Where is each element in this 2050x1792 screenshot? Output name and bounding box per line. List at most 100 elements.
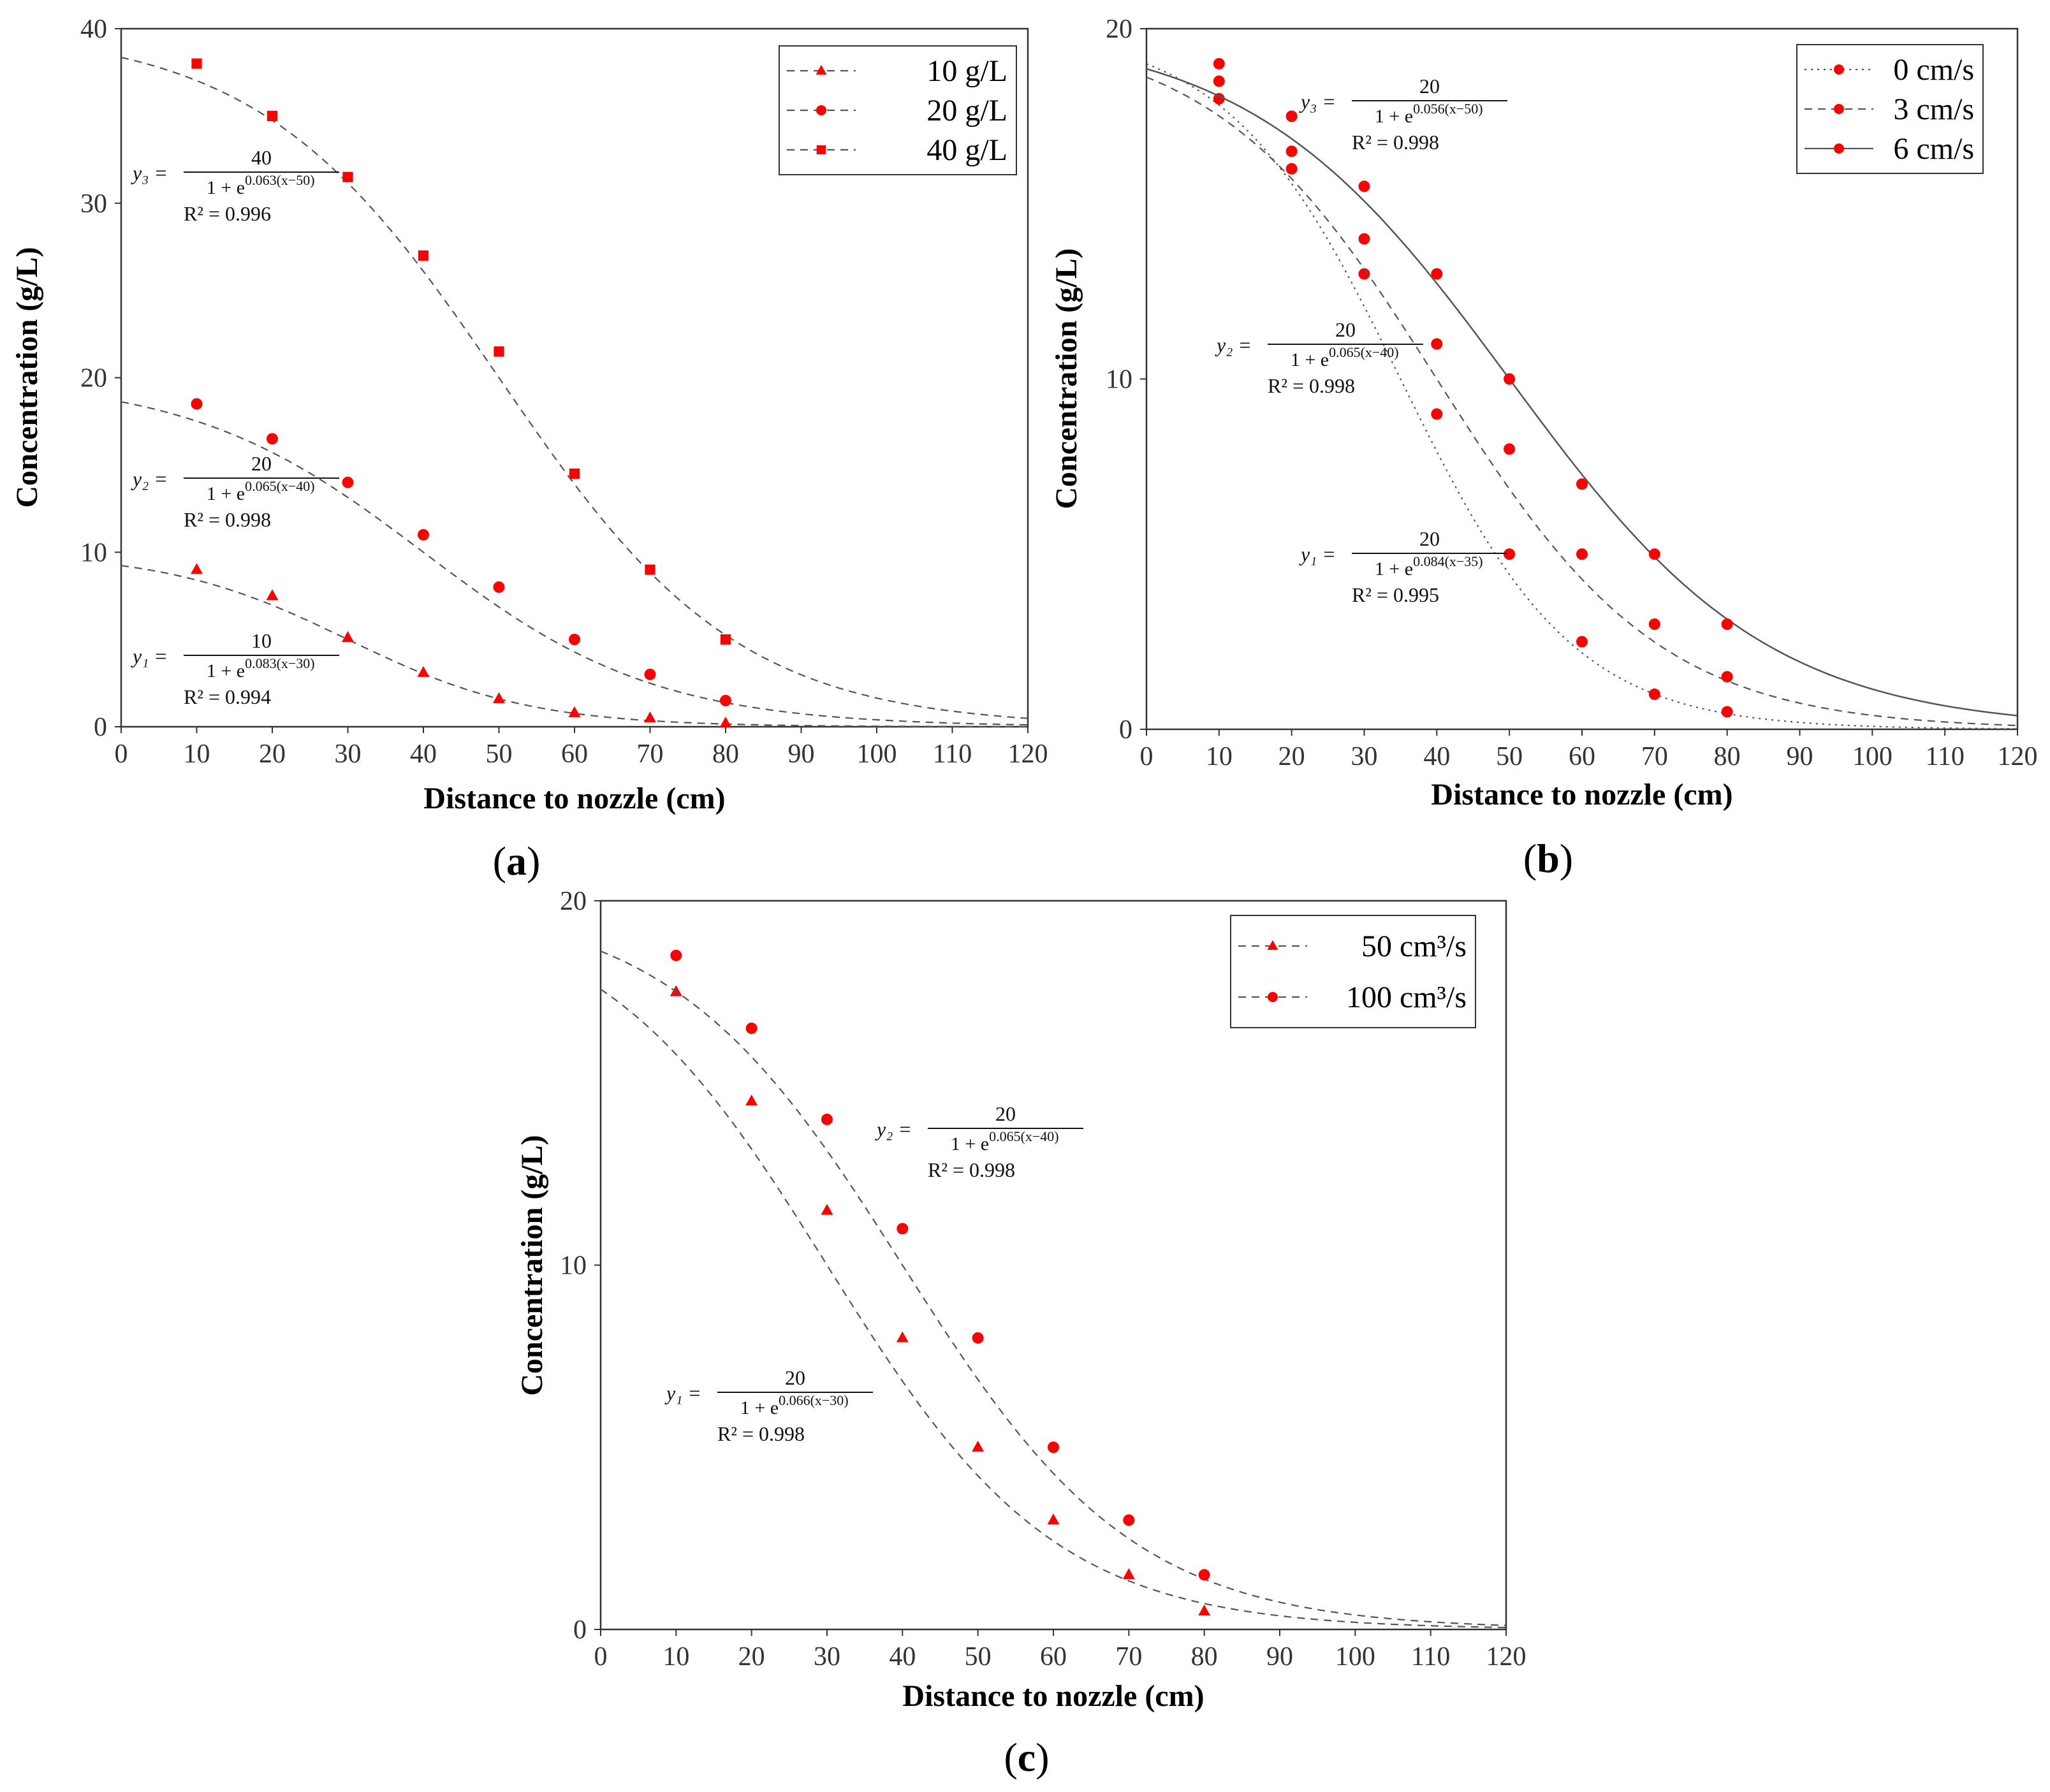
data-point xyxy=(1047,1513,1060,1525)
equation-numerator: 20 xyxy=(251,452,272,475)
equation-r-squared: R² = 0.998 xyxy=(717,1422,805,1445)
x-tick-label: 120 xyxy=(1008,739,1048,769)
x-tick-label: 40 xyxy=(889,1642,916,1672)
legend-marker xyxy=(1834,104,1844,114)
equation-lhs: y₃ = xyxy=(1299,90,1336,113)
legend-label: 100 cm³/s xyxy=(1346,980,1467,1014)
data-point xyxy=(1504,548,1516,560)
fit-equation: y₂ = 20 1 + e0.065(x−40) R² = 0.998 xyxy=(1215,318,1423,397)
equation-lhs: y₁ = xyxy=(131,645,168,667)
legend-marker xyxy=(816,105,826,115)
panel-label: (a) xyxy=(493,838,541,884)
legend-marker xyxy=(816,145,826,155)
legend-label: 6 cm/s xyxy=(1893,132,1974,166)
x-tick-label: 10 xyxy=(663,1642,689,1672)
x-tick-label: 20 xyxy=(259,739,286,769)
data-point xyxy=(1648,688,1660,701)
x-tick-label: 40 xyxy=(410,739,437,769)
x-tick-label: 10 xyxy=(184,739,210,769)
legend-marker xyxy=(1267,940,1278,950)
data-point xyxy=(1198,1605,1211,1616)
x-tick-label: 50 xyxy=(486,739,513,769)
data-point xyxy=(1123,1514,1135,1526)
data-point xyxy=(719,717,732,728)
x-tick-label: 100 xyxy=(857,739,897,769)
chart-panel-c: 0 10 20 30 40 50 60 70 80 90 100 110 120 0 10 20 Distanc… xyxy=(515,887,1527,1780)
y-axis-label: Concentration (g/L) xyxy=(10,247,44,507)
equation-numerator: 20 xyxy=(785,1366,805,1389)
legend-marker xyxy=(1268,992,1278,1002)
x-tick-label: 60 xyxy=(561,739,588,769)
equation-numerator: 10 xyxy=(251,629,272,652)
data-point xyxy=(418,250,429,261)
x-tick-label: 20 xyxy=(738,1642,765,1672)
x-tick-label: 120 xyxy=(1486,1642,1527,1672)
legend: 10 g/L 20 g/L 40 g/L xyxy=(779,45,1017,175)
x-tick-label: 90 xyxy=(1787,742,1813,771)
y-tick-label: 0 xyxy=(573,1615,587,1645)
data-point xyxy=(1431,338,1443,350)
fit-equation: y₂ = 20 1 + e0.065(x−40) R² = 0.998 xyxy=(131,452,339,531)
x-tick-label: 60 xyxy=(1569,742,1595,771)
data-point xyxy=(1721,706,1733,718)
equation-r-squared: R² = 0.996 xyxy=(184,202,271,225)
data-point xyxy=(897,1223,909,1235)
series-line-2 xyxy=(1146,68,2018,717)
x-tick-label: 70 xyxy=(1641,742,1668,771)
data-point xyxy=(1213,92,1225,105)
x-tick-label: 120 xyxy=(1998,742,2038,771)
fit-equation: y₁ = 20 1 + e0.084(x−35) R² = 0.995 xyxy=(1299,527,1507,606)
y-tick-label: 10 xyxy=(560,1251,587,1281)
data-point xyxy=(1648,618,1660,630)
x-tick-label: 70 xyxy=(637,739,664,769)
data-point xyxy=(644,668,656,680)
x-tick-label: 60 xyxy=(1040,1642,1067,1672)
x-tick-label: 20 xyxy=(1278,742,1305,771)
x-tick-label: 40 xyxy=(1423,742,1450,771)
data-point xyxy=(1576,548,1588,560)
legend-box xyxy=(1796,44,1984,174)
x-tick-label: 80 xyxy=(712,739,739,769)
legend-marker xyxy=(1834,143,1844,154)
equation-denominator: 1 + e0.063(x−50) xyxy=(207,172,316,198)
equation-lhs: y₁ = xyxy=(1299,543,1336,565)
fit-equation: y₂ = 20 1 + e0.065(x−40) R² = 0.998 xyxy=(875,1102,1083,1181)
data-point xyxy=(1048,1441,1059,1453)
data-point xyxy=(417,666,430,677)
data-point xyxy=(1358,268,1370,280)
x-tick-label: 90 xyxy=(1266,1642,1293,1672)
data-point xyxy=(645,564,655,575)
data-point xyxy=(342,476,354,488)
equation-r-squared: R² = 0.995 xyxy=(1352,583,1439,606)
equation-numerator: 20 xyxy=(995,1102,1016,1125)
y-tick-label: 20 xyxy=(80,364,107,393)
x-tick-label: 10 xyxy=(1206,742,1233,771)
data-point xyxy=(745,1094,758,1106)
legend-marker xyxy=(816,64,827,75)
fit-equation: y₁ = 20 1 + e0.066(x−30) R² = 0.998 xyxy=(664,1366,873,1445)
equation-r-squared: R² = 0.998 xyxy=(1352,131,1439,154)
legend-label: 3 cm/s xyxy=(1893,92,1974,126)
data-point xyxy=(644,711,656,723)
data-point xyxy=(1358,233,1370,245)
data-point xyxy=(1576,636,1588,648)
legend: 50 cm³/s 100 cm³/s xyxy=(1230,915,1476,1028)
x-axis-label: Distance to nozzle (cm) xyxy=(902,1679,1204,1713)
equation-numerator: 20 xyxy=(1419,75,1440,98)
data-point xyxy=(267,110,278,121)
legend-label: 0 cm/s xyxy=(1893,53,1974,87)
x-tick-label: 110 xyxy=(1411,1642,1450,1672)
data-point xyxy=(1198,1569,1210,1581)
data-point xyxy=(972,1332,984,1344)
data-point xyxy=(266,589,279,601)
data-point xyxy=(670,985,682,996)
data-point xyxy=(568,706,581,717)
equation-denominator: 1 + e0.065(x−40) xyxy=(1291,344,1400,370)
x-tick-label: 50 xyxy=(1496,742,1523,771)
data-point xyxy=(972,1440,985,1452)
equation-denominator: 1 + e0.065(x−40) xyxy=(207,478,316,504)
x-axis-label: Distance to nozzle (cm) xyxy=(1431,778,1732,812)
x-tick-label: 0 xyxy=(115,739,128,769)
data-point xyxy=(418,528,429,541)
